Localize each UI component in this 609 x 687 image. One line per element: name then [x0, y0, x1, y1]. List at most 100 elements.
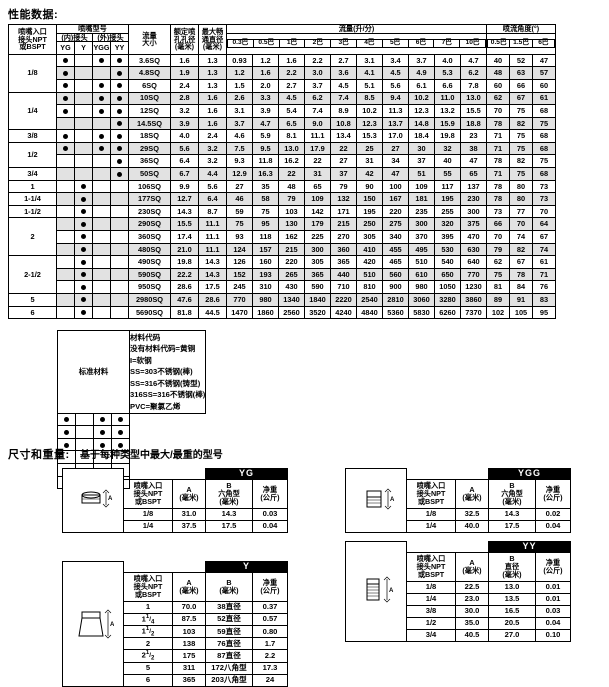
dim-col-inlet-header: 喷嘴入口 接头NPT 或BSPT	[406, 551, 456, 582]
size-cell: 14.5SQ	[128, 116, 171, 131]
inlet-cell: 2-1/2	[8, 255, 57, 294]
orifice-cell: 5.6	[170, 141, 199, 156]
flow-value-cell: 1.5	[226, 78, 253, 93]
angle-value-cell: 80	[509, 179, 533, 194]
flow-col-header-4: 3巴	[330, 39, 357, 49]
table-row: 4.8SQ 1.9 1.3 1.2 1.6 2.2 3.0 3.6 4.1 4.5 4.9 5.3 6.…	[9, 66, 556, 80]
orifice-cell: 3.2	[170, 104, 199, 118]
model-dot-cell	[74, 280, 93, 294]
flow-value-cell: 710	[330, 280, 357, 294]
flow-value-cell: 8.5	[356, 91, 383, 106]
orifice-cell: 19.8	[170, 255, 199, 269]
model-dot-cell	[92, 154, 111, 169]
bullet-icon	[81, 259, 86, 265]
dim-b-cell: 13.0	[488, 580, 536, 594]
bullet-icon	[118, 417, 123, 423]
flow-value-cell: 2540	[356, 293, 383, 307]
passage-cell: 5.6	[198, 179, 227, 194]
model-dot-cell	[110, 104, 129, 118]
model-dot-cell	[110, 280, 129, 294]
angle-value-cell: 73	[532, 179, 556, 194]
table-row: 6 5690SQ 81.8 44.5 1470 1860 2560 3520 4240 4840 5…	[8, 305, 556, 320]
model-dot-cell	[56, 116, 75, 131]
angle-col-header-1: 1.5巴	[509, 39, 533, 49]
model-dot-cell	[110, 305, 129, 320]
bullet-icon	[63, 70, 68, 76]
angle-value-cell: 71	[532, 267, 556, 282]
dim-header-row: 喷嘴入口 接头NPT 或BSPT A (毫米) B (毫米) 净重 (公斤)	[63, 571, 288, 602]
inlet-cell: 1/4	[8, 91, 57, 131]
dim-inlet-cell: 1/8	[406, 507, 456, 521]
dimension-row: 1/4 23.0 13.5 0.01	[346, 592, 571, 606]
col-flowsize-header: 流量 大小	[128, 24, 171, 55]
spacer-cell	[456, 469, 489, 480]
dim-title-row: A YY	[345, 541, 571, 642]
model-dot-cell	[74, 154, 93, 169]
col-angle-group-header: 喷流角度(°)	[486, 24, 556, 34]
dim-b-cell: 38直径	[205, 600, 253, 614]
angle-value-cell: 95	[532, 305, 556, 320]
model-dot-cell	[56, 78, 75, 93]
table-row: 36SQ 6.4 3.2 9.3 11.8 16.2 22 27 31 34 37 40 47 78 82 7…	[9, 154, 556, 169]
angle-value-cell: 60	[532, 78, 556, 93]
flow-value-cell: 360	[330, 242, 357, 257]
model-dot-cell	[110, 242, 129, 257]
model-dot-cell	[110, 255, 129, 269]
table-row: 5 2980SQ 47.6 28.6 770 980 1340 1840 2220 2540 281…	[8, 293, 556, 307]
model-dot-cell	[74, 129, 93, 143]
material-code-note: SS=316不锈钢(铸型)	[130, 378, 201, 388]
model-dot-cell	[110, 116, 129, 131]
flow-value-cell: 10.2	[408, 91, 435, 106]
dimension-row: 2 138 76直径 1.7	[63, 637, 288, 651]
flow-value-cell: 630	[460, 242, 487, 257]
flow-value-cell: 103	[278, 204, 305, 219]
model-dot-cell	[110, 217, 129, 232]
model-dot-cell	[74, 267, 93, 282]
angle-value-cell: 75	[509, 129, 533, 143]
table-row: 3/8 18SQ 4.0 2.4 4.6 5.9 8.1 11.1 13.4 15.3 17.0 18…	[8, 129, 556, 143]
model-dot-cell	[92, 167, 111, 181]
flow-value-cell: 265	[278, 267, 305, 282]
angle-value-cell: 62	[486, 255, 510, 269]
dim-b-cell: 203八角型	[205, 673, 253, 687]
model-dot-cell	[110, 53, 129, 68]
flow-value-cell: 455	[382, 242, 409, 257]
spacer-cell	[173, 469, 206, 480]
flow-value-cell: 9.4	[382, 91, 409, 106]
dim-inlet-cell: 5	[123, 661, 173, 675]
model-dot-cell	[56, 53, 75, 68]
flow-value-cell: 14.8	[408, 116, 435, 131]
flow-value-cell: 5.1	[356, 78, 383, 93]
angle-value-cell: 71	[486, 129, 510, 143]
dim-col-inlet-header: 喷嘴入口 接头NPT 或BSPT	[123, 478, 173, 509]
angle-subheader-cells: 0.5巴 1.5巴 6巴	[486, 32, 556, 55]
model-dot-cell	[74, 167, 93, 181]
model-dot-cell	[56, 104, 75, 118]
flow-value-cell: 430	[278, 280, 305, 294]
dim-inlet-cell: 3/8	[406, 604, 456, 618]
flow-value-cell: 4.7	[460, 53, 487, 68]
size-cell: 360SQ	[128, 230, 171, 244]
flow-value-cell: 650	[434, 267, 461, 282]
flow-value-cell: 167	[382, 192, 409, 206]
passage-cell: 1.6	[198, 116, 227, 131]
dim-b-cell: 14.3	[205, 507, 253, 521]
col-model-group-header: 喷嘴型号	[56, 24, 129, 34]
flow-value-cell: 7.4	[330, 91, 357, 106]
dim-a-cell: 40.5	[455, 628, 489, 642]
spacer-cell	[124, 562, 173, 573]
angle-value-cell: 61	[532, 255, 556, 269]
flow-value-cell: 980	[252, 293, 279, 307]
orifice-cell: 22.2	[170, 267, 199, 282]
dim-a-cell: 22.5	[455, 580, 489, 594]
angle-value-cell: 60	[486, 78, 510, 93]
bullet-icon	[81, 184, 86, 190]
dim-inlet-cell: 2	[123, 637, 173, 651]
dim-weight-cell: 0.02	[535, 507, 571, 521]
flow-value-cell: 2.6	[226, 91, 253, 106]
flow-value-cell: 32	[434, 141, 461, 156]
size-cell: 4.8SQ	[128, 66, 171, 80]
flow-value-cell: 17.0	[382, 129, 409, 143]
flow-value-cell: 2.2	[304, 53, 331, 68]
bullet-icon	[117, 133, 122, 139]
